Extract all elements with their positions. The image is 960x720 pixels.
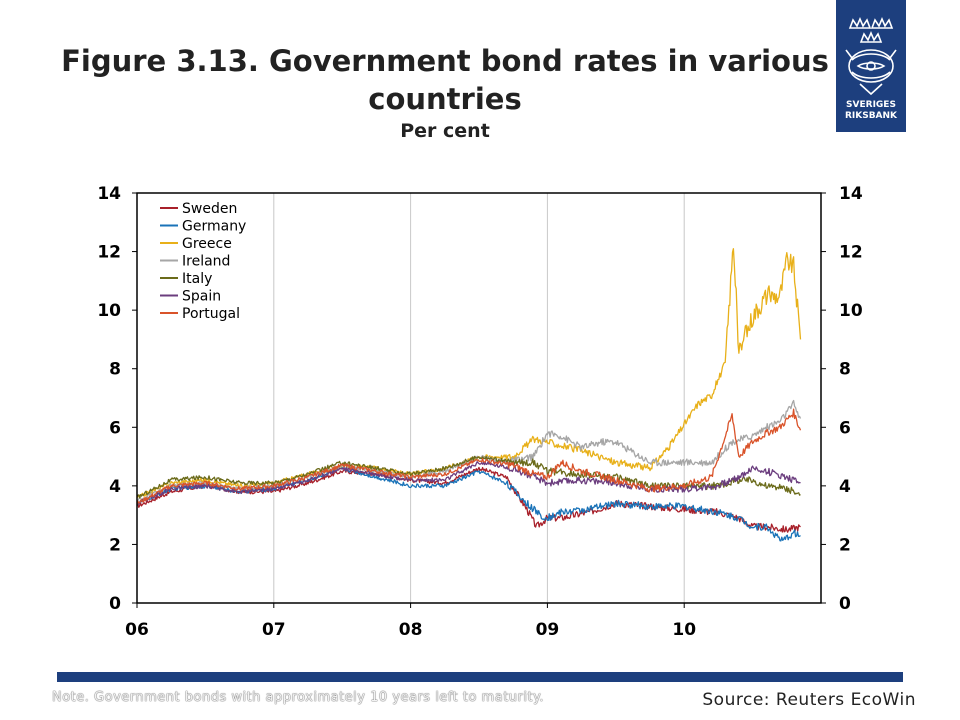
- y-tick-label-left: 6: [109, 418, 121, 438]
- y-tick-label-right: 14: [839, 184, 863, 204]
- x-tick-label: 06: [125, 620, 149, 640]
- chart-title: Figure 3.13. Government bond rates in va…: [61, 44, 829, 116]
- source-label: Source: Reuters EcoWin: [702, 690, 916, 710]
- y-tick-label-right: 6: [839, 418, 851, 438]
- legend-label: Italy: [182, 271, 212, 287]
- y-tick-label-right: 12: [839, 243, 863, 263]
- y-tick-label-left: 8: [109, 360, 121, 380]
- footnote: Note. Government bonds with approximatel…: [52, 690, 545, 705]
- x-tick-label: 10: [672, 620, 696, 640]
- chart-subtitle: Per cent: [400, 120, 490, 142]
- series-line-germany: [136, 466, 801, 542]
- x-tick-label: 07: [262, 620, 286, 640]
- y-tick-label-right: 4: [839, 477, 851, 497]
- y-tick-label-right: 8: [839, 360, 851, 380]
- y-tick-label-left: 0: [109, 594, 121, 614]
- x-tick-label: 09: [536, 620, 560, 640]
- legend-label: Germany: [182, 219, 246, 235]
- legend-label: Ireland: [182, 254, 230, 270]
- logo-line-1: SVERIGES: [846, 100, 896, 110]
- y-tick-label-right: 10: [839, 301, 863, 321]
- legend-label: Portugal: [182, 306, 240, 322]
- footer-bar: [57, 672, 903, 682]
- series-line-spain: [136, 461, 801, 506]
- series-line-italy: [136, 455, 801, 499]
- y-tick-label-left: 2: [109, 535, 121, 555]
- bond-rate-chart: 06 07 08 09 10 0 0 2 2 4 4 6 6 8 8 10 10 12 12 14 14 Sweden G…: [97, 184, 863, 640]
- y-tick-label-left: 14: [97, 184, 121, 204]
- legend-label: Sweden: [182, 201, 237, 217]
- legend-label: Greece: [182, 236, 232, 252]
- riksbank-logo: SVERIGES RIKSBANK: [836, 0, 906, 132]
- legend-label: Spain: [182, 289, 221, 305]
- x-tick-label: 08: [399, 620, 423, 640]
- y-tick-label-right: 2: [839, 535, 851, 555]
- plot-frame: [136, 192, 822, 604]
- y-tick-label-left: 4: [109, 477, 121, 497]
- series-line-portugal: [136, 408, 802, 505]
- y-tick-label-right: 0: [839, 594, 851, 614]
- riksbank-crest-icon: [845, 16, 897, 96]
- y-tick-label-left: 12: [97, 243, 121, 263]
- logo-line-2: RIKSBANK: [844, 111, 898, 121]
- y-tick-label-left: 10: [97, 301, 121, 321]
